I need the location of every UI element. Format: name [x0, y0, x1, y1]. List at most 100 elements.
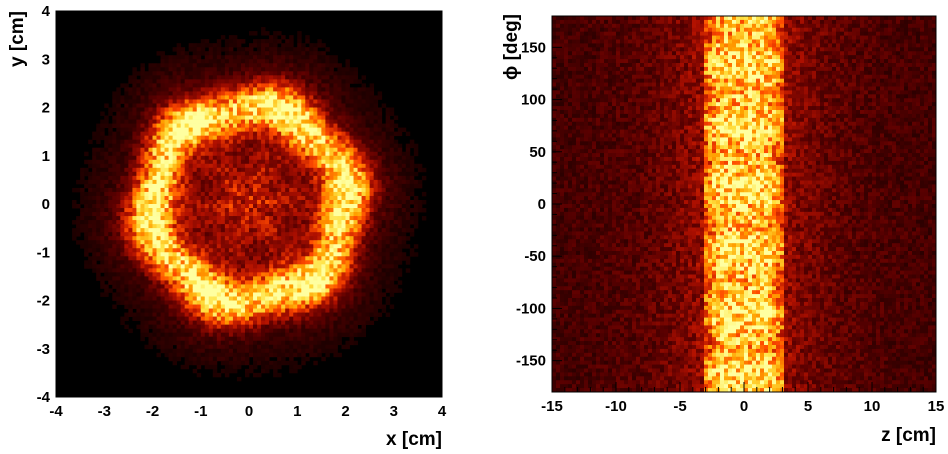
xy-heatmap-cell [301, 79, 306, 84]
xy-heatmap-cell [236, 232, 242, 237]
xy-heatmap-cell [116, 276, 121, 281]
xy-heatmap-cell [196, 95, 202, 100]
xy-heatmap-cell [353, 139, 358, 145]
xy-heatmap-cell [325, 111, 330, 116]
xy-heatmap-cell [285, 79, 290, 84]
xy-heatmap-cell [204, 131, 210, 137]
xy-heatmap-cell [317, 99, 322, 104]
xy-heatmap-cell [325, 264, 330, 269]
xy-heatmap-cell [353, 208, 358, 213]
xy-heatmap-cell [345, 328, 350, 334]
xy-heatmap-cell [200, 111, 206, 116]
xy-heatmap-cell [309, 300, 314, 305]
xy-heatmap-cell [305, 284, 310, 289]
xy-heatmap-cell [257, 175, 262, 181]
xy-heatmap-cell [224, 55, 230, 60]
xy-heatmap-cell [160, 248, 165, 253]
xy-heatmap-cell [313, 83, 318, 88]
xy-heatmap-cell [357, 191, 362, 197]
xy-heatmap-cell [140, 167, 145, 173]
xy-heatmap-cell [168, 183, 173, 189]
xy-heatmap-cell [240, 224, 246, 229]
xy-heatmap-cell [208, 296, 214, 301]
xy-heatmap-cell [172, 336, 178, 342]
xy-heatmap-cell [281, 212, 286, 217]
xy-heatmap-cell [140, 208, 145, 213]
xy-heatmap-cell [317, 163, 322, 169]
xy-heatmap-cell [244, 83, 250, 88]
xy-heatmap-cell [176, 91, 182, 96]
xy-heatmap-cell [297, 179, 302, 185]
xy-heatmap-cell [289, 147, 294, 153]
xy-heatmap-cell [349, 288, 354, 293]
xy-heatmap-cell [172, 228, 178, 233]
xy-heatmap-cell [329, 268, 334, 273]
xy-heatmap-cell [305, 103, 310, 108]
xy-heatmap-cell [265, 55, 270, 60]
xy-heatmap-cell [156, 99, 161, 104]
xy-heatmap-cell [337, 135, 342, 141]
xy-heatmap-cell [345, 63, 350, 68]
xy-heatmap-cell [164, 300, 169, 305]
xy-heatmap-cell [172, 260, 178, 265]
xy-heatmap-cell [361, 199, 366, 205]
xy-heatmap-cell [273, 83, 278, 88]
xy-heatmap-cell [293, 79, 298, 84]
xy-heatmap-cell [353, 187, 358, 193]
xy-heatmap-cell [349, 175, 354, 181]
xy-heatmap-cell [317, 43, 322, 48]
xy-heatmap-cell [160, 220, 165, 225]
xy-heatmap-cell [192, 143, 198, 149]
xy-heatmap-cell [293, 139, 298, 145]
xy-heatmap-cell [144, 119, 149, 124]
xy-heatmap-cell [345, 332, 350, 338]
xy-heatmap-cell [204, 171, 210, 177]
xy-heatmap-cell [104, 147, 109, 153]
xy-heatmap-cell [261, 159, 266, 165]
xy-heatmap-cell [204, 220, 210, 225]
xy-heatmap-cell [301, 288, 306, 293]
xy-heatmap-cell [253, 115, 258, 120]
xy-heatmap-cell [273, 296, 278, 301]
xy-heatmap-cell [224, 59, 230, 64]
xy-heatmap-cell [148, 308, 153, 313]
xy-heatmap-cell [204, 183, 210, 189]
xy-heatmap-cell [232, 328, 238, 334]
xy-heatmap-cell [273, 199, 278, 205]
xy-heatmap-cell [228, 179, 234, 185]
xy-heatmap-cell [192, 183, 198, 189]
xy-heatmap-cell [273, 248, 278, 253]
xy-heatmap-cell [124, 240, 129, 245]
xy-heatmap-cell [200, 51, 206, 56]
xy-heatmap-cell [160, 232, 165, 237]
xy-heatmap-cell [132, 204, 137, 209]
xy-heatmap-cell [240, 75, 246, 80]
xy-heatmap-cell [132, 260, 137, 265]
xy-heatmap-cell [180, 115, 186, 120]
xy-heatmap-cell [289, 356, 294, 362]
xy-heatmap-cell [156, 139, 161, 145]
xy-heatmap-cell [249, 260, 254, 265]
xy-heatmap-cell [261, 324, 266, 330]
xy-heatmap-cell [192, 264, 198, 269]
xy-heatmap-cell [176, 75, 182, 80]
xy-heatmap-cell [333, 83, 338, 88]
xy-heatmap-cell [240, 280, 246, 285]
xy-heatmap-cell [309, 340, 314, 346]
xy-heatmap-cell [232, 131, 238, 137]
xy-heatmap-cell [305, 332, 310, 338]
xy-heatmap-cell [325, 328, 330, 334]
xy-heatmap-cell [184, 171, 190, 177]
xy-heatmap-cell [156, 224, 161, 229]
xy-heatmap-cell [293, 83, 298, 88]
xy-heatmap-cell [257, 187, 262, 193]
xy-heatmap-cell [128, 155, 133, 161]
xy-heatmap-cell [84, 220, 89, 225]
xy-heatmap-cell [249, 256, 254, 261]
xy-heatmap-cell [220, 159, 226, 165]
xy-heatmap-cell [341, 163, 346, 169]
xy-heatmap-cell [297, 300, 302, 305]
xy-heatmap-cell [341, 183, 346, 189]
xy-heatmap-cell [329, 167, 334, 173]
xy-heatmap-cell [208, 143, 214, 149]
